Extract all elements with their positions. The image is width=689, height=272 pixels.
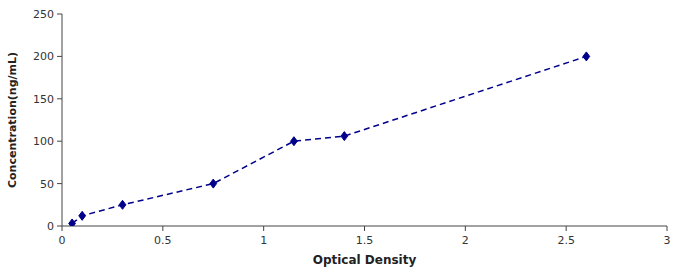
- y-tick-label: 250: [33, 8, 54, 21]
- y-tick: [57, 183, 62, 184]
- chart-svg: 0 0.5 1 1.5 2 2.5 3 0 50 100 150 200 250 Optical Dens…: [0, 0, 689, 272]
- point: [210, 179, 217, 188]
- y-tick: [57, 14, 62, 15]
- x-tick-label: 0.5: [154, 234, 172, 247]
- x-tick: [667, 226, 668, 231]
- x-tick: [62, 226, 63, 231]
- x-tick: [465, 226, 466, 231]
- y-tick-label: 50: [40, 178, 54, 191]
- point: [583, 52, 590, 61]
- x-tick: [364, 226, 365, 231]
- x-tick: [263, 226, 264, 231]
- point: [291, 137, 298, 146]
- point: [119, 200, 126, 209]
- x-tick-label: 1.5: [356, 234, 374, 247]
- y-tick: [57, 56, 62, 57]
- x-tick-label: 2.5: [557, 234, 575, 247]
- y-tick-label: 0: [47, 220, 54, 233]
- point: [69, 219, 76, 226]
- chart-container: 0 0.5 1 1.5 2 2.5 3 0 50 100 150 200 250 Optical Dens…: [0, 0, 689, 272]
- y-axis-line: [62, 14, 63, 226]
- axes: 0 0.5 1 1.5 2 2.5 3 0 50 100 150 200 250 Optical Dens…: [6, 8, 671, 267]
- x-tick: [162, 226, 163, 231]
- y-tick: [57, 98, 62, 99]
- line: [72, 56, 586, 223]
- y-tick-label: 150: [33, 93, 54, 106]
- x-tick-label: 2: [462, 234, 469, 247]
- y-tick: [57, 141, 62, 142]
- y-tick-label: 100: [33, 135, 54, 148]
- plot-area: [69, 52, 590, 226]
- x-tick: [566, 226, 567, 231]
- x-tick-label: 3: [664, 234, 671, 247]
- point: [341, 132, 348, 141]
- x-tick-label: 1: [260, 234, 267, 247]
- x-tick-label: 0: [59, 234, 66, 247]
- point: [79, 211, 86, 220]
- y-tick: [57, 226, 62, 227]
- x-axis-label: Optical Density: [313, 253, 417, 267]
- y-axis-label: Concentration(ng/mL): [6, 52, 19, 188]
- y-tick-label: 200: [33, 50, 54, 63]
